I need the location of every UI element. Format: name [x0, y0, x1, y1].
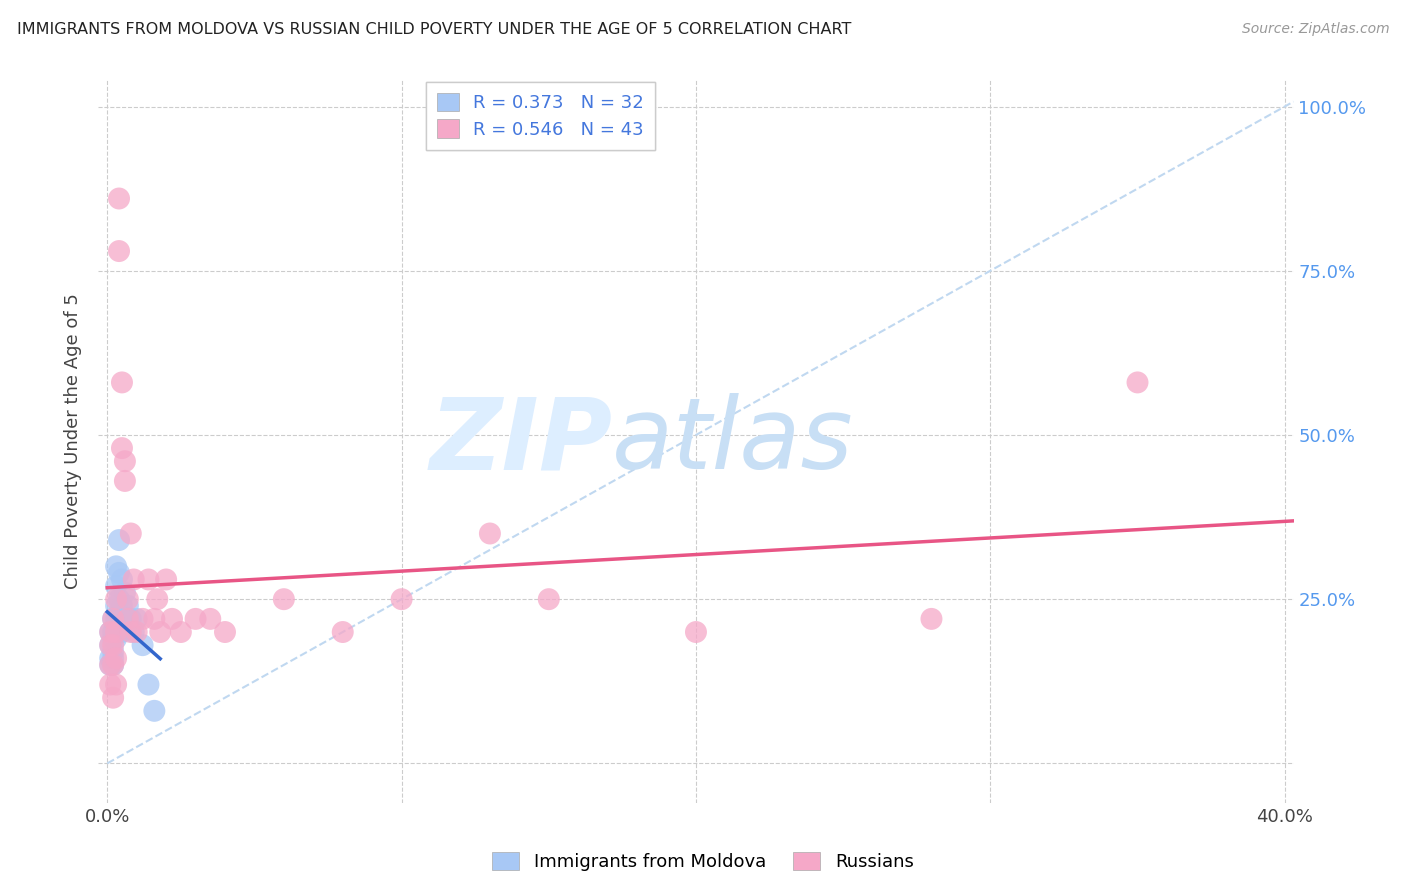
Point: [143, 704, 166, 718]
Point: [120, 526, 142, 541]
Point: [108, 592, 131, 607]
Point: [537, 592, 560, 607]
Point: [138, 677, 160, 691]
Point: [108, 533, 131, 547]
Point: [114, 585, 136, 599]
Point: [111, 573, 134, 587]
Point: [98, 638, 121, 652]
Point: [120, 625, 142, 640]
Point: [101, 625, 124, 640]
Point: [111, 441, 134, 455]
Point: [105, 592, 128, 607]
Text: ZIP: ZIP: [429, 393, 613, 490]
Point: [920, 612, 942, 626]
Legend: Immigrants from Moldova, Russians: Immigrants from Moldova, Russians: [485, 845, 921, 879]
Point: [105, 612, 128, 626]
Point: [101, 612, 124, 626]
Point: [143, 612, 166, 626]
Point: [120, 612, 142, 626]
Point: [101, 651, 124, 665]
Point: [105, 632, 128, 646]
Point: [117, 599, 139, 613]
Point: [332, 625, 354, 640]
Point: [391, 592, 413, 607]
Point: [105, 559, 128, 574]
Point: [105, 579, 128, 593]
Point: [125, 612, 148, 626]
Point: [105, 599, 128, 613]
Legend: R = 0.373   N = 32, R = 0.546   N = 43: R = 0.373 N = 32, R = 0.546 N = 43: [426, 82, 655, 150]
Point: [170, 625, 193, 640]
Point: [111, 599, 134, 613]
Text: IMMIGRANTS FROM MOLDOVA VS RUSSIAN CHILD POVERTY UNDER THE AGE OF 5 CORRELATION : IMMIGRANTS FROM MOLDOVA VS RUSSIAN CHILD…: [17, 22, 851, 37]
Point: [160, 612, 183, 626]
Point: [114, 454, 136, 468]
Point: [101, 632, 124, 646]
Point: [101, 657, 124, 672]
Point: [105, 651, 128, 665]
Point: [108, 605, 131, 619]
Text: Source: ZipAtlas.com: Source: ZipAtlas.com: [1241, 22, 1389, 37]
Point: [184, 612, 207, 626]
Point: [200, 612, 222, 626]
Point: [101, 657, 124, 672]
Point: [108, 566, 131, 580]
Point: [111, 612, 134, 626]
Point: [155, 573, 177, 587]
Point: [98, 625, 121, 640]
Point: [214, 625, 236, 640]
Point: [1126, 376, 1149, 390]
Point: [98, 651, 121, 665]
Point: [108, 192, 131, 206]
Point: [101, 645, 124, 659]
Point: [138, 573, 160, 587]
Point: [105, 618, 128, 632]
Point: [149, 625, 172, 640]
Point: [117, 612, 139, 626]
Point: [111, 376, 134, 390]
Point: [114, 474, 136, 488]
Point: [117, 592, 139, 607]
Point: [101, 690, 124, 705]
Text: atlas: atlas: [613, 393, 853, 490]
Point: [131, 612, 153, 626]
Point: [105, 677, 128, 691]
Point: [122, 625, 145, 640]
Point: [273, 592, 295, 607]
Point: [98, 657, 121, 672]
Point: [478, 526, 501, 541]
Point: [105, 625, 128, 640]
Point: [125, 625, 148, 640]
Point: [131, 638, 153, 652]
Point: [101, 612, 124, 626]
Point: [122, 573, 145, 587]
Point: [98, 625, 121, 640]
Point: [146, 592, 169, 607]
Point: [685, 625, 707, 640]
Y-axis label: Child Poverty Under the Age of 5: Child Poverty Under the Age of 5: [65, 293, 83, 590]
Point: [101, 638, 124, 652]
Point: [98, 657, 121, 672]
Point: [98, 638, 121, 652]
Point: [111, 625, 134, 640]
Point: [108, 244, 131, 258]
Point: [98, 677, 121, 691]
